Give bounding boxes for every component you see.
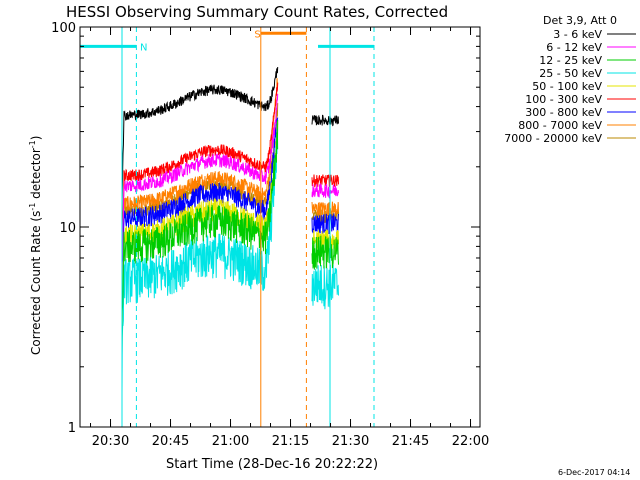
x-axis: 20:30 20:45 21:00 21:15 21:30 21:45 22:00: [90, 27, 489, 449]
y-axis-label-end: ): [29, 136, 43, 141]
legend-entry-label: 25 - 50 keV: [539, 67, 602, 80]
y-axis-label-mid: detector: [29, 148, 43, 203]
x-axis-label: Start Time (28-Dec-16 20:22:22): [166, 457, 378, 472]
legend-entry-label: 800 - 7000 keV: [518, 119, 602, 132]
legend-entry-label: 50 - 100 keV: [532, 80, 602, 93]
series-line: [121, 121, 279, 341]
x-tick-label: 22:00: [452, 434, 489, 449]
series-line: [311, 114, 339, 127]
series-line: [311, 201, 339, 217]
series-line: [311, 264, 339, 310]
y-axis-label-sup2: -1: [28, 140, 37, 148]
plot-area: NS: [80, 27, 375, 427]
y-axis: 1 10 100: [51, 21, 480, 436]
flag-label-n: N: [140, 42, 147, 53]
series-line: [121, 66, 279, 210]
legend-entry-label: 12 - 25 keV: [539, 54, 602, 67]
series-line: [121, 93, 279, 276]
flag-label-s: S: [254, 29, 260, 40]
y-axis-label: Corrected Count Rate (s-1 detector-1): [28, 136, 43, 355]
x-tick-label: 21:00: [212, 434, 249, 449]
series-line: [121, 82, 279, 264]
series-line: [121, 119, 279, 356]
x-tick-label: 20:45: [152, 434, 189, 449]
series-line: [311, 235, 339, 270]
x-tick-label: 20:30: [92, 434, 129, 449]
legend-entry-label: 6 - 12 keV: [546, 41, 602, 54]
series-line: [121, 128, 279, 394]
legend-entry-label: 3 - 6 keV: [553, 28, 602, 41]
x-tick-label: 21:45: [392, 434, 429, 449]
y-tick-label: 1: [68, 421, 76, 436]
series-2: [121, 93, 339, 276]
x-tick-label: 21:15: [272, 434, 309, 449]
y-tick-label: 100: [51, 21, 76, 36]
y-axis-label-sup1: -1: [28, 203, 37, 211]
series-line: [311, 182, 339, 199]
footer-timestamp: 6-Dec-2017 04:14: [558, 468, 630, 477]
series-line: [311, 174, 339, 189]
legend-entry-label: 300 - 800 keV: [525, 106, 602, 119]
series-1: [121, 66, 339, 210]
legend-title: Det 3,9, Att 0: [543, 14, 617, 27]
legend-entry-label: 100 - 300 keV: [525, 93, 602, 106]
chart-title: HESSI Observing Summary Count Rates, Cor…: [66, 3, 448, 21]
y-axis-label-main: Corrected Count Rate (s: [29, 211, 43, 355]
y-tick-label: 10: [59, 221, 76, 236]
legend-entry-label: 7000 - 20000 keV: [504, 132, 602, 145]
series-3: [121, 119, 339, 356]
series-4: [121, 128, 339, 394]
x-tick-label: 21:30: [332, 434, 369, 449]
